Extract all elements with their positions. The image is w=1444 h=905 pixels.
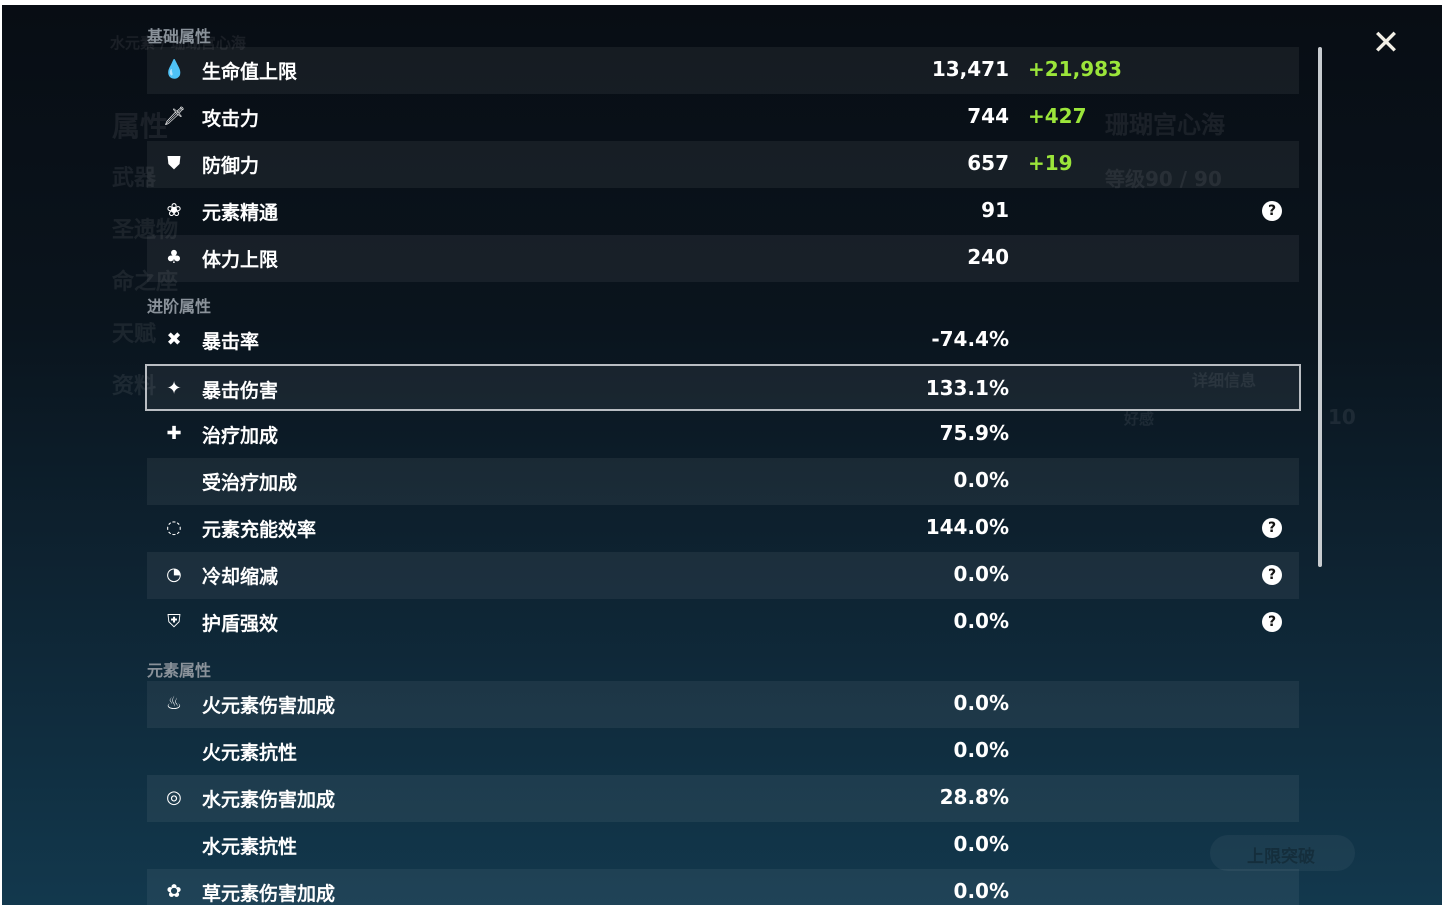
section-basic: 基础属性 — [147, 27, 212, 46]
attribute-value: 0.0% — [953, 832, 1009, 856]
attribute-label: 受治疗加成 — [202, 472, 298, 494]
attribute-row[interactable]: ✦ 暴击伤害 133.1% — [145, 364, 1301, 411]
attribute-label: 治疗加成 — [202, 425, 279, 447]
close-button[interactable]: ✕ — [1366, 23, 1406, 63]
hp-drop-icon: 💧 — [163, 59, 186, 80]
attribute-label: 暴击率 — [202, 331, 260, 353]
attribute-value: 240 — [967, 245, 1009, 269]
energy-recharge-icon: ◌ — [166, 517, 182, 538]
attribute-label: 体力上限 — [202, 249, 279, 271]
section-elemental: 元素属性 — [147, 661, 212, 680]
attribute-value: 133.1% — [925, 376, 1009, 400]
attribute-value: 657 — [967, 151, 1009, 175]
attribute-value: 744 — [967, 104, 1009, 128]
section-advanced: 进阶属性 — [147, 297, 212, 316]
healing-cross-icon: ✚ — [166, 423, 182, 444]
attribute-value: 75.9% — [939, 421, 1009, 445]
attribute-row[interactable]: ♣ 体力上限 240 — [147, 235, 1299, 282]
attribute-value: 0.0% — [953, 562, 1009, 586]
attribute-row[interactable]: ❀ 元素精通 91? — [147, 188, 1299, 235]
attribute-bonus: +21,983 — [1028, 57, 1122, 81]
ascend-button[interactable]: 上限突破 — [1247, 847, 1315, 867]
nav-attributes[interactable]: 属性 — [112, 110, 169, 143]
help-icon[interactable]: ? — [1262, 612, 1282, 632]
character-name: 珊瑚宫心海 — [1105, 111, 1225, 139]
close-icon: ✕ — [1371, 23, 1401, 63]
nav-talents[interactable]: 天赋 — [112, 322, 157, 347]
friendship-label: 好感 — [1124, 410, 1155, 428]
attribute-row[interactable]: 🗡 攻击力 744 +427 — [147, 94, 1299, 141]
nav-profile[interactable]: 资料 — [112, 374, 157, 399]
dendro-icon: ✿ — [166, 881, 182, 902]
attribute-row[interactable]: 受治疗加成 0.0% — [147, 458, 1299, 505]
help-icon[interactable]: ? — [1262, 565, 1282, 585]
nav-weapon[interactable]: 武器 — [112, 166, 157, 191]
attribute-value: 0.0% — [953, 468, 1009, 492]
attribute-label: 元素充能效率 — [202, 519, 317, 541]
attribute-label: 水元素伤害加成 — [202, 789, 336, 811]
attribute-label: 护盾强效 — [202, 613, 279, 635]
scrollbar[interactable] — [1318, 47, 1322, 567]
sword-icon: 🗡 — [163, 106, 186, 127]
attribute-row[interactable]: ◌ 元素充能效率 144.0%? — [147, 505, 1299, 552]
cooldown-icon: ◔ — [166, 564, 182, 585]
attribute-value: 144.0% — [925, 515, 1009, 539]
attribute-row[interactable]: ⛊ 防御力 657 +19 — [147, 141, 1299, 188]
attribute-value: 91 — [981, 198, 1009, 222]
shield-icon: ⛊ — [167, 153, 181, 174]
stamina-icon: ♣ — [165, 247, 183, 268]
character-level: 等级90 / 90 — [1105, 167, 1222, 191]
breadcrumb: 水元素 / 珊瑚宫心海 — [110, 34, 246, 52]
character-attributes-screen: 水元素 / 珊瑚宫心海 属性 武器 圣遗物 命之座 天赋 资料 珊瑚宫心海 等级… — [2, 5, 1442, 905]
attribute-row[interactable]: ⛨ 护盾强效 0.0%? — [147, 599, 1299, 646]
attribute-value: 0.0% — [953, 691, 1009, 715]
attribute-row[interactable]: 水元素抗性 0.0% — [147, 822, 1299, 869]
attribute-value: 0.0% — [953, 609, 1009, 633]
help-icon[interactable]: ? — [1262, 518, 1282, 538]
attribute-label: 生命值上限 — [202, 61, 298, 83]
pyro-icon: ♨ — [165, 693, 183, 714]
attribute-bonus: +19 — [1028, 151, 1073, 175]
attribute-value: 28.8% — [939, 785, 1009, 809]
attribute-row[interactable]: ✖ 暴击率 -74.4% — [147, 317, 1299, 364]
attribute-row[interactable]: ◎ 水元素伤害加成 28.8% — [147, 775, 1299, 822]
attribute-value: 0.0% — [953, 879, 1009, 903]
attribute-row[interactable]: 火元素抗性 0.0% — [147, 728, 1299, 775]
elemental-mastery-icon: ❀ — [166, 200, 182, 221]
attribute-label: 暴击伤害 — [202, 380, 279, 402]
attribute-label: 草元素伤害加成 — [202, 883, 336, 905]
attribute-bonus: +427 — [1028, 104, 1087, 128]
attribute-label: 水元素抗性 — [202, 836, 298, 858]
attribute-value: 0.0% — [953, 738, 1009, 762]
attribute-row[interactable]: ✿ 草元素伤害加成 0.0% — [147, 869, 1299, 905]
attribute-row[interactable]: 💧 生命值上限 13,471 +21,983 — [147, 47, 1299, 94]
attribute-value: 13,471 — [931, 57, 1009, 81]
attribute-label: 火元素抗性 — [202, 742, 298, 764]
ascend-button-bg[interactable] — [1210, 835, 1355, 871]
attribute-label: 防御力 — [202, 155, 260, 177]
attribute-label: 冷却缩减 — [202, 566, 279, 588]
attribute-label: 攻击力 — [202, 108, 260, 130]
friendship-value: 10 — [1328, 405, 1356, 429]
attribute-row[interactable]: ♨ 火元素伤害加成 0.0% — [147, 681, 1299, 728]
details-button[interactable]: 详细信息 — [1192, 371, 1257, 390]
crit-rate-icon: ✖ — [166, 329, 182, 350]
hydro-icon: ◎ — [166, 787, 182, 808]
help-icon[interactable]: ? — [1262, 201, 1282, 221]
attribute-label: 元素精通 — [202, 202, 279, 224]
attribute-row[interactable]: ◔ 冷却缩减 0.0%? — [147, 552, 1299, 599]
attribute-row[interactable]: ✚ 治疗加成 75.9% — [147, 411, 1299, 458]
nav-artifacts[interactable]: 圣遗物 — [112, 218, 179, 243]
shield-strength-icon: ⛨ — [167, 611, 181, 632]
crit-dmg-icon: ✦ — [166, 378, 182, 399]
attribute-label: 火元素伤害加成 — [202, 695, 336, 717]
nav-constellation[interactable]: 命之座 — [112, 270, 179, 295]
attribute-value: -74.4% — [931, 327, 1009, 351]
